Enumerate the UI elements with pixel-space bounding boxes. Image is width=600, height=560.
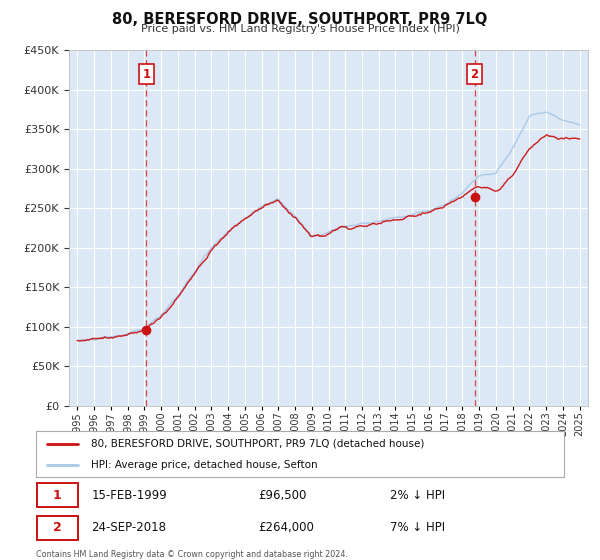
- Text: 24-SEP-2018: 24-SEP-2018: [91, 521, 166, 534]
- Text: 1: 1: [53, 488, 61, 502]
- Text: 1: 1: [142, 68, 151, 81]
- Text: Contains HM Land Registry data © Crown copyright and database right 2024.
This d: Contains HM Land Registry data © Crown c…: [36, 550, 348, 560]
- Text: HPI: Average price, detached house, Sefton: HPI: Average price, detached house, Seft…: [91, 460, 318, 470]
- Text: 7% ↓ HPI: 7% ↓ HPI: [390, 521, 445, 534]
- Text: 80, BERESFORD DRIVE, SOUTHPORT, PR9 7LQ (detached house): 80, BERESFORD DRIVE, SOUTHPORT, PR9 7LQ …: [91, 438, 425, 449]
- Text: 15-FEB-1999: 15-FEB-1999: [91, 488, 167, 502]
- Text: £264,000: £264,000: [258, 521, 314, 534]
- Text: 2: 2: [470, 68, 479, 81]
- FancyBboxPatch shape: [37, 483, 78, 507]
- Text: 2% ↓ HPI: 2% ↓ HPI: [390, 488, 445, 502]
- Text: Price paid vs. HM Land Registry's House Price Index (HPI): Price paid vs. HM Land Registry's House …: [140, 24, 460, 34]
- FancyBboxPatch shape: [37, 516, 78, 540]
- Text: 2: 2: [53, 521, 61, 534]
- Text: £96,500: £96,500: [258, 488, 306, 502]
- Text: 80, BERESFORD DRIVE, SOUTHPORT, PR9 7LQ: 80, BERESFORD DRIVE, SOUTHPORT, PR9 7LQ: [112, 12, 488, 27]
